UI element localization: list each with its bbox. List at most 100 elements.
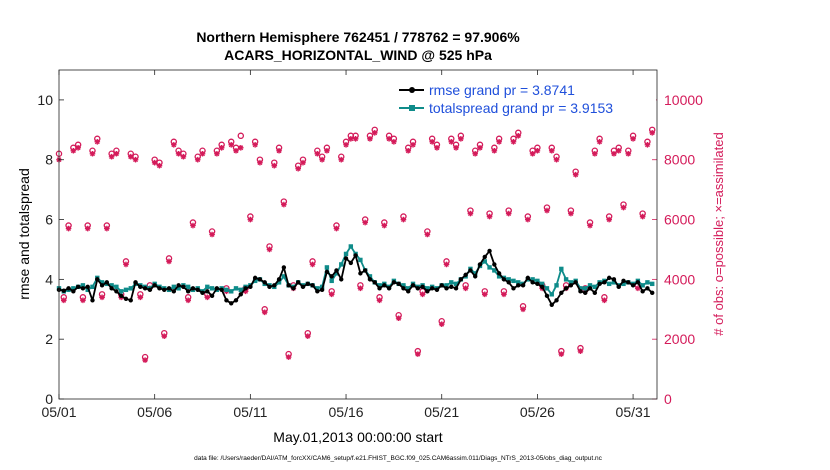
obs-assimilated-point bbox=[376, 297, 383, 304]
rmse-point bbox=[128, 298, 133, 303]
totalspread-point bbox=[621, 281, 626, 287]
obs-assimilated-point bbox=[458, 135, 464, 142]
rmse-point bbox=[181, 284, 186, 290]
rmse-point bbox=[511, 286, 516, 291]
rmse-point bbox=[61, 288, 66, 293]
totalspread-point bbox=[90, 284, 95, 290]
y-tick-label: 2 bbox=[45, 331, 53, 347]
rmse-point bbox=[506, 280, 511, 285]
obs-assimilated-point bbox=[496, 138, 502, 145]
rmse-point bbox=[525, 275, 531, 281]
rmse-point bbox=[152, 283, 157, 288]
totalspread-point bbox=[473, 271, 478, 276]
rmse-point bbox=[205, 289, 210, 294]
obs-assimilated-point bbox=[572, 171, 579, 178]
rmse-point bbox=[429, 286, 435, 291]
x-tick-label: 05/06 bbox=[137, 404, 172, 420]
y-tick-label: 10 bbox=[37, 92, 53, 108]
rmse-point bbox=[142, 286, 148, 291]
totalspread-point bbox=[367, 274, 373, 279]
rmse-point bbox=[233, 298, 239, 303]
obs-assimilated-point bbox=[80, 297, 86, 304]
totalspread-point bbox=[339, 262, 344, 267]
totalspread-point bbox=[114, 284, 119, 290]
rmse-point bbox=[200, 290, 205, 296]
obs-assimilated-point bbox=[214, 150, 220, 157]
totalspread-point bbox=[348, 244, 354, 249]
totalspread-point bbox=[650, 281, 655, 287]
obs-assimilated-point bbox=[391, 138, 397, 145]
obs-assimilated-point bbox=[209, 231, 215, 238]
totalspread-point bbox=[425, 286, 430, 291]
totalspread-point bbox=[640, 283, 645, 288]
obs-assimilated-point bbox=[424, 231, 431, 238]
obs-assimilated-point bbox=[635, 285, 641, 292]
obs-assimilated-point bbox=[472, 150, 479, 157]
obs-assimilated-point bbox=[166, 258, 172, 265]
obs-assimilated-point bbox=[319, 156, 325, 163]
rmse-point bbox=[324, 269, 330, 275]
obs-assimilated-point bbox=[75, 144, 81, 151]
obs-assimilated-point bbox=[381, 222, 388, 229]
rmse-point bbox=[640, 289, 645, 294]
rmse-point bbox=[482, 254, 487, 260]
obs-assimilated-point bbox=[171, 141, 177, 148]
totalspread-point bbox=[535, 278, 540, 284]
rmse-point bbox=[162, 287, 167, 293]
obs-assimilated-point bbox=[525, 216, 531, 223]
rmse-point bbox=[391, 280, 397, 285]
obs-assimilated-point bbox=[324, 147, 330, 154]
obs-assimilated-point bbox=[237, 144, 244, 151]
totalspread-point bbox=[276, 280, 282, 285]
legend-rmse-label: rmse grand pr = 3.8741 bbox=[429, 82, 575, 98]
plot-area bbox=[59, 70, 657, 399]
totalspread-point bbox=[554, 283, 559, 288]
obs-assimilated-point bbox=[218, 144, 225, 151]
totalspread-point bbox=[377, 283, 382, 288]
rmse-point bbox=[104, 280, 110, 285]
rmse-point bbox=[530, 280, 535, 285]
rmse-point bbox=[171, 289, 177, 294]
rmse-point bbox=[597, 281, 602, 287]
totalspread-point bbox=[487, 265, 492, 270]
rmse-point bbox=[401, 286, 406, 291]
obs-assimilated-point bbox=[568, 210, 574, 217]
rmse-point bbox=[396, 281, 401, 287]
rmse-point bbox=[214, 286, 220, 291]
rmse-point bbox=[650, 290, 655, 296]
obs-assimilated-point bbox=[386, 135, 392, 142]
obs-assimilated-point bbox=[558, 351, 565, 357]
x-tick-label: 05/21 bbox=[424, 404, 459, 420]
rmse-point bbox=[554, 298, 559, 303]
obs-assimilated-point bbox=[462, 285, 469, 292]
obs-assimilated-point bbox=[415, 351, 421, 357]
obs-assimilated-point bbox=[529, 150, 536, 157]
rmse-point bbox=[468, 268, 473, 273]
totalspread-point bbox=[453, 281, 459, 287]
obs-assimilated-point bbox=[486, 213, 493, 220]
rmse-point bbox=[386, 286, 392, 291]
obs-assimilated-point bbox=[65, 225, 72, 232]
rmse-point bbox=[315, 289, 320, 294]
obs-assimilated-point bbox=[362, 219, 368, 226]
totalspread-point bbox=[449, 280, 454, 285]
obs-assimilated-point bbox=[343, 141, 349, 148]
obs-assimilated-point bbox=[501, 291, 507, 298]
obs-assimilated-point bbox=[328, 291, 335, 298]
obs-assimilated-point bbox=[60, 297, 67, 304]
obs-assimilated-point bbox=[395, 315, 402, 322]
rmse-point bbox=[353, 253, 358, 258]
totalspread-point bbox=[592, 284, 598, 290]
obs-assimilated-point bbox=[477, 144, 483, 151]
rmse-point bbox=[305, 281, 310, 287]
rmse-point bbox=[602, 280, 607, 285]
rmse-point bbox=[224, 298, 229, 303]
obs-assimilated-point bbox=[304, 333, 311, 339]
obs-assimilated-point bbox=[285, 354, 292, 360]
totalspread-point bbox=[123, 287, 129, 293]
rmse-point bbox=[382, 283, 387, 288]
obs-assimilated-point bbox=[70, 147, 77, 154]
y-right-tick-label: 0 bbox=[664, 391, 672, 407]
obs-assimilated-point bbox=[271, 162, 278, 169]
